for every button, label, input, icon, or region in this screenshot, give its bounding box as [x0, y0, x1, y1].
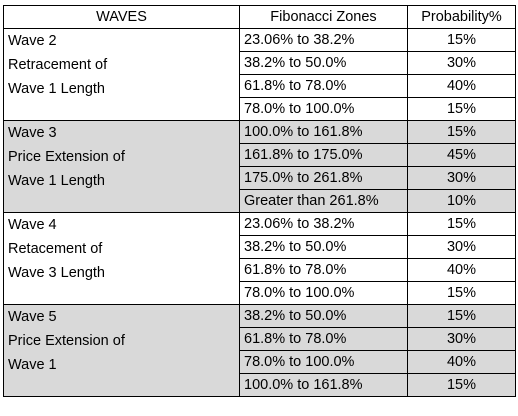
group-wave-4: Wave 4 Retacement of Wave 3 Length 23.06… — [3, 212, 516, 305]
probability-cell: 40% — [407, 350, 516, 374]
wave-label-line: Wave 5 — [8, 309, 57, 325]
table-row: 61.8% to 78.0% 40% — [4, 74, 516, 98]
table-row: 61.8% to 78.0% 40% — [4, 258, 516, 282]
wave-label-cell: Wave 2 Retracement of Wave 1 Length — [3, 28, 240, 121]
wave-label-cell: Wave 4 Retacement of Wave 3 Length — [3, 212, 240, 305]
probability-cell: 40% — [407, 74, 516, 98]
header-fibonacci-zones: Fibonacci Zones — [239, 5, 408, 29]
table-row: 38.2% to 50.0% 30% — [4, 51, 516, 75]
table-row: 100.0% to 161.8% 15% — [4, 373, 516, 397]
zone-cell: 78.0% to 100.0% — [239, 97, 408, 121]
probability-cell: 15% — [407, 97, 516, 121]
probability-cell: 40% — [407, 258, 516, 282]
probability-cell: 15% — [407, 212, 516, 236]
table-row: 38.2% to 50.0% 30% — [4, 235, 516, 259]
wave-label-line: Wave 3 — [8, 125, 57, 141]
table-row: Wave 3 Price Extension of Wave 1 Length … — [3, 120, 516, 213]
wave-label-line: Price Extension of — [8, 149, 125, 166]
header-probability: Probability% — [407, 5, 516, 29]
table-row: 78.0% to 100.0% 40% — [4, 350, 516, 374]
table-row: Wave 4 Retacement of Wave 3 Length 23.06… — [3, 212, 516, 305]
zone-cell: 38.2% to 50.0% — [239, 235, 408, 259]
zone-cell: Greater than 261.8% — [239, 189, 408, 213]
group-wave-5: Wave 5 Price Extension of Wave 1 38.2% t… — [3, 304, 516, 397]
wave-label-line: Wave 2 — [8, 33, 57, 49]
table-row: 175.0% to 261.8% 30% — [4, 166, 516, 190]
probability-cell: 30% — [407, 51, 516, 75]
probability-cell: 30% — [407, 327, 516, 351]
zone-cell: 23.06% to 38.2% — [239, 28, 408, 52]
header-row: WAVES Fibonacci Zones Probability% — [3, 5, 516, 29]
zone-cell: 78.0% to 100.0% — [239, 281, 408, 305]
table-row: Greater than 261.8% 10% — [4, 189, 516, 213]
probability-cell: 15% — [407, 373, 516, 397]
zone-cell: 61.8% to 78.0% — [239, 74, 408, 98]
header-waves: WAVES — [3, 5, 240, 29]
zone-cell: 38.2% to 50.0% — [239, 51, 408, 75]
zone-cell: 161.8% to 175.0% — [239, 143, 408, 167]
zone-cell: 38.2% to 50.0% — [239, 304, 408, 328]
wave-label-line: Retacement of — [8, 241, 103, 258]
table-row: 61.8% to 78.0% 30% — [4, 327, 516, 351]
wave-label-cell: Wave 3 Price Extension of Wave 1 Length — [3, 120, 240, 213]
zone-cell: 100.0% to 161.8% — [239, 120, 408, 144]
wave-label-line: Wave 4 — [8, 217, 57, 233]
probability-cell: 15% — [407, 28, 516, 52]
zone-cell: 100.0% to 161.8% — [239, 373, 408, 397]
probability-cell: 30% — [407, 235, 516, 259]
probability-cell: 30% — [407, 166, 516, 190]
wave-label-cell: Wave 5 Price Extension of Wave 1 — [3, 304, 240, 397]
wave-label-line: Wave 3 Length — [8, 265, 105, 282]
group-wave-2: Wave 2 Retracement of Wave 1 Length 23.0… — [3, 28, 516, 121]
zone-cell: 78.0% to 100.0% — [239, 350, 408, 374]
zone-cell: 175.0% to 261.8% — [239, 166, 408, 190]
zone-cell: 23.06% to 38.2% — [239, 212, 408, 236]
fibonacci-waves-table: WAVES Fibonacci Zones Probability% Wave … — [3, 5, 516, 397]
zone-cell: 61.8% to 78.0% — [239, 258, 408, 282]
group-wave-3: Wave 3 Price Extension of Wave 1 Length … — [3, 120, 516, 213]
probability-cell: 10% — [407, 189, 516, 213]
zone-cell: 61.8% to 78.0% — [239, 327, 408, 351]
table-row: Wave 2 Retracement of Wave 1 Length 23.0… — [3, 28, 516, 121]
wave-label-line: Price Extension of — [8, 333, 125, 350]
table-row: 161.8% to 175.0% 45% — [4, 143, 516, 167]
wave-label-line: Wave 1 — [8, 357, 57, 374]
wave-label-line: Retracement of — [8, 57, 108, 74]
probability-cell: 15% — [407, 120, 516, 144]
probability-cell: 45% — [407, 143, 516, 167]
table-row: 78.0% to 100.0% 15% — [4, 281, 516, 305]
wave-label-line: Wave 1 Length — [8, 81, 105, 98]
table-row: Wave 5 Price Extension of Wave 1 38.2% t… — [3, 304, 516, 397]
wave-label-line: Wave 1 Length — [8, 173, 105, 190]
probability-cell: 15% — [407, 281, 516, 305]
probability-cell: 15% — [407, 304, 516, 328]
